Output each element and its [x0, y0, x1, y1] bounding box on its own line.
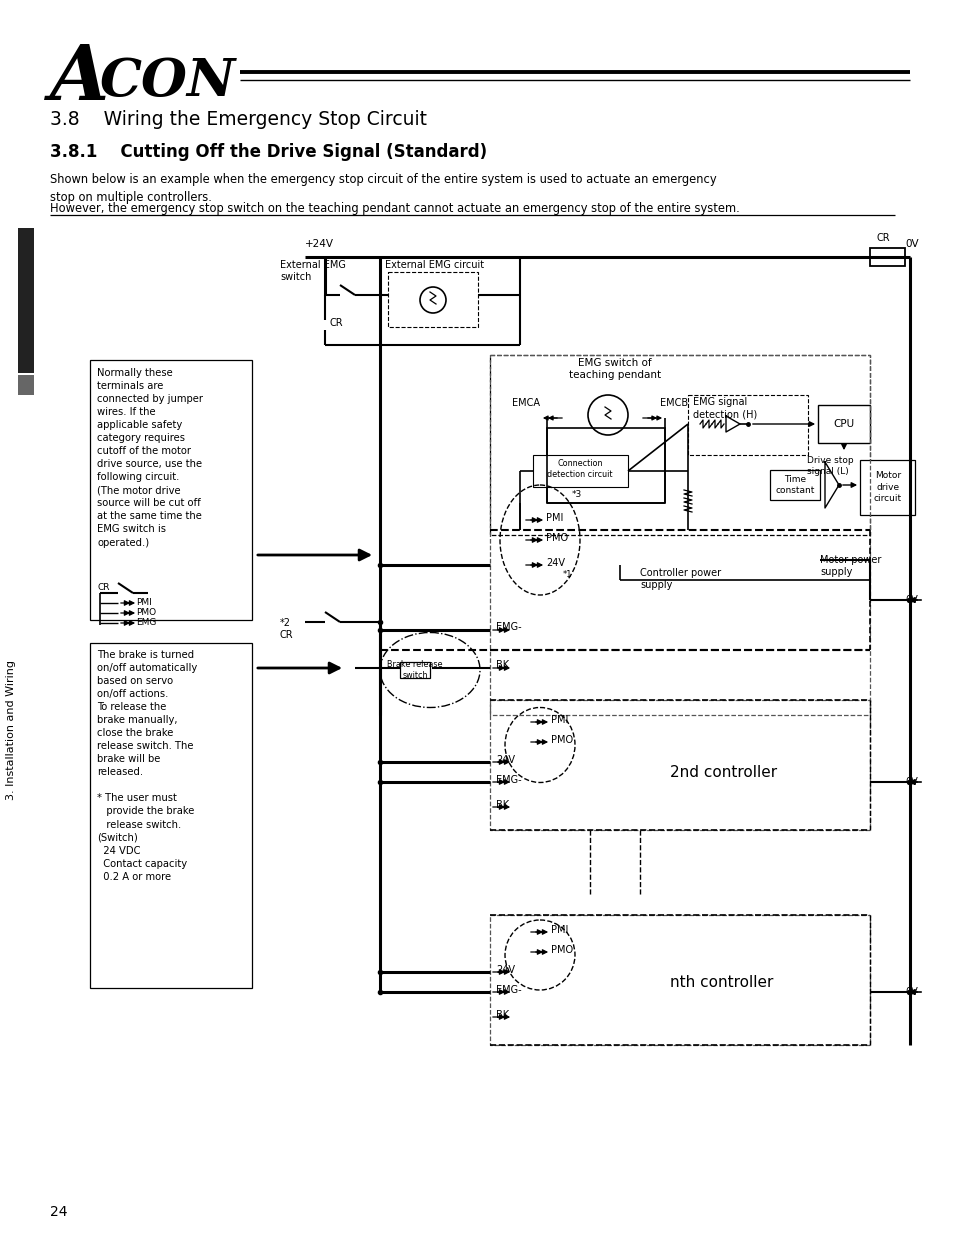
Bar	[769, 471, 820, 500]
Bar	[18, 228, 34, 373]
Bar	[490, 700, 869, 830]
Bar	[687, 395, 807, 454]
Text: PMI: PMI	[551, 715, 568, 725]
Text: *3: *3	[572, 490, 581, 499]
Text: EMG-: EMG-	[496, 622, 521, 632]
Bar	[533, 454, 627, 487]
Text: Connection
detection circuit: Connection detection circuit	[547, 459, 612, 479]
Text: EMG-: EMG-	[496, 776, 521, 785]
Text: 3.8.1    Cutting Off the Drive Signal (Standard): 3.8.1 Cutting Off the Drive Signal (Stan…	[50, 143, 487, 161]
Text: 24V: 24V	[545, 558, 564, 568]
Text: PMI: PMI	[545, 513, 563, 522]
Text: EMG: EMG	[136, 618, 156, 627]
Text: 24: 24	[50, 1205, 68, 1219]
Bar	[869, 248, 904, 266]
Text: nth controller: nth controller	[669, 974, 773, 990]
Text: EMCB: EMCB	[659, 398, 687, 408]
Text: PMO: PMO	[545, 534, 568, 543]
Bar	[388, 272, 477, 327]
Bar	[399, 662, 430, 678]
Text: A: A	[50, 42, 110, 116]
Text: Motor power
supply: Motor power supply	[820, 555, 881, 578]
Text: 2nd controller: 2nd controller	[669, 764, 777, 781]
Text: *1: *1	[562, 571, 572, 579]
Bar	[490, 354, 869, 715]
Text: EMG switch of
teaching pendant: EMG switch of teaching pendant	[568, 358, 660, 380]
Text: PMI: PMI	[136, 598, 152, 606]
Text: 24V: 24V	[496, 965, 515, 974]
Text: PMI: PMI	[551, 925, 568, 935]
Text: 0V: 0V	[904, 987, 917, 997]
Text: PMO: PMO	[551, 735, 573, 745]
Text: EMG signal
detection (H): EMG signal detection (H)	[692, 396, 757, 420]
Text: 3. Installation and Wiring: 3. Installation and Wiring	[6, 659, 16, 800]
Text: *2
CR: *2 CR	[280, 618, 294, 641]
Text: Time
constant: Time constant	[775, 475, 814, 495]
Text: Shown below is an example when the emergency stop circuit of the entire system i: Shown below is an example when the emerg…	[50, 173, 716, 204]
Bar	[90, 359, 252, 620]
Text: 3.8    Wiring the Emergency Stop Circuit: 3.8 Wiring the Emergency Stop Circuit	[50, 110, 427, 128]
Bar	[18, 375, 34, 395]
Text: The brake is turned
on/off automatically
based on servo
on/off actions.
To relea: The brake is turned on/off automatically…	[97, 650, 197, 882]
Text: External EMG circuit: External EMG circuit	[385, 261, 483, 270]
Text: CON: CON	[100, 56, 236, 107]
Text: PMO: PMO	[136, 608, 156, 618]
Text: CPU: CPU	[833, 419, 854, 429]
Text: PMO: PMO	[551, 945, 573, 955]
Text: Controller power
supply: Controller power supply	[639, 568, 720, 590]
Text: Motor
drive
circuit: Motor drive circuit	[873, 472, 902, 503]
Text: +24V: +24V	[305, 240, 334, 249]
Text: 0V: 0V	[904, 595, 917, 605]
Text: External EMG
switch: External EMG switch	[280, 261, 346, 283]
Text: CR: CR	[330, 317, 343, 329]
Text: CR: CR	[875, 233, 889, 243]
Text: EMCA: EMCA	[512, 398, 539, 408]
Bar	[90, 643, 252, 988]
Text: 0V: 0V	[904, 240, 918, 249]
Text: Drive stop
signal (L): Drive stop signal (L)	[806, 456, 853, 477]
Bar	[817, 405, 869, 443]
Text: CR: CR	[97, 583, 110, 592]
Text: BK: BK	[496, 1010, 509, 1020]
Text: BK: BK	[496, 800, 509, 810]
Text: BK: BK	[496, 659, 509, 671]
Bar	[490, 354, 869, 535]
Text: 24V: 24V	[496, 755, 515, 764]
Text: Normally these
terminals are
connected by jumper
wires. If the
applicable safety: Normally these terminals are connected b…	[97, 368, 203, 547]
Bar	[546, 429, 664, 503]
Text: 0V: 0V	[904, 777, 917, 787]
Text: Brake release
switch: Brake release switch	[387, 659, 442, 680]
Bar	[490, 915, 869, 1045]
Text: EMG-: EMG-	[496, 986, 521, 995]
Text: However, the emergency stop switch on the teaching pendant cannot actuate an eme: However, the emergency stop switch on th…	[50, 203, 739, 215]
Bar	[859, 459, 914, 515]
